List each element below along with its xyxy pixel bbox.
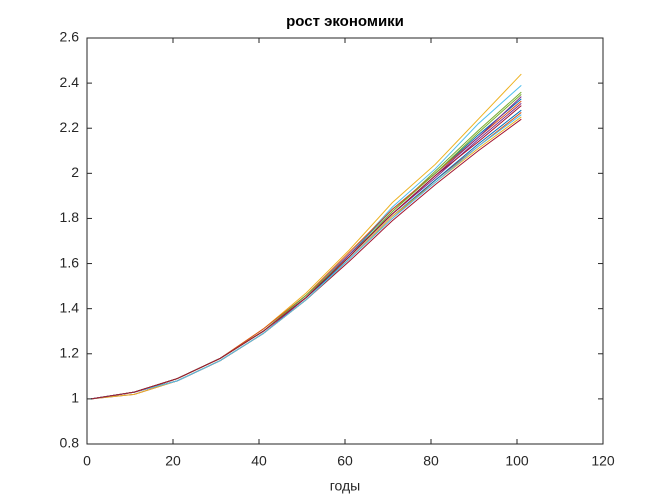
y-tick-label: 1.4 <box>60 299 80 315</box>
x-tick-label: 0 <box>83 453 91 469</box>
y-tick-label: 2.2 <box>60 119 80 135</box>
y-tick-label: 2.4 <box>60 74 80 90</box>
x-tick-label: 80 <box>423 453 439 469</box>
plot-area <box>87 38 603 444</box>
x-tick-label: 20 <box>165 453 181 469</box>
y-tick-label: 1.8 <box>60 209 80 225</box>
chart-title: рост экономики <box>286 13 404 30</box>
y-tick-label: 2.6 <box>60 29 80 45</box>
x-tick-label: 40 <box>251 453 267 469</box>
y-tick-label: 0.8 <box>60 435 80 451</box>
y-tick-label: 1.6 <box>60 254 80 270</box>
x-tick-label: 120 <box>591 453 615 469</box>
y-tick-label: 2 <box>71 164 79 180</box>
series-line <box>91 105 522 400</box>
y-tick-label: 1.2 <box>60 344 80 360</box>
series-line <box>91 114 522 400</box>
y-tick-label: 1 <box>71 390 79 406</box>
x-tick-label: 60 <box>337 453 353 469</box>
x-axis-label: годы <box>330 478 361 494</box>
x-tick-label: 100 <box>505 453 529 469</box>
